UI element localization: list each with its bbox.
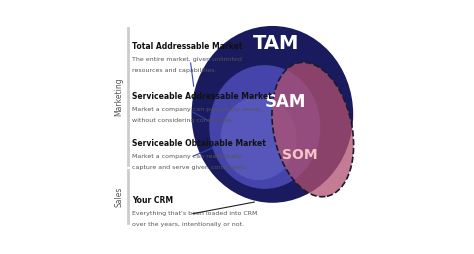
Ellipse shape [191, 26, 353, 203]
Text: Sales: Sales [114, 186, 123, 207]
Text: SOM: SOM [283, 148, 318, 162]
Text: Market a company can realistically: Market a company can realistically [132, 154, 242, 159]
Text: capture and serve given constraints.: capture and serve given constraints. [132, 165, 248, 170]
Text: resources and capabilities.: resources and capabilities. [132, 68, 217, 73]
Text: Serviceable Obtainable Market: Serviceable Obtainable Market [132, 139, 266, 148]
Text: without considering constraints.: without considering constraints. [132, 118, 234, 123]
Text: Market a company can potentially serve,: Market a company can potentially serve, [132, 107, 261, 112]
Text: Total Addressable Market: Total Addressable Market [132, 42, 243, 51]
Text: SAM: SAM [264, 93, 306, 111]
Text: over the years, intentionally or not.: over the years, intentionally or not. [132, 222, 244, 227]
Ellipse shape [209, 65, 320, 189]
Text: Marketing: Marketing [114, 77, 123, 116]
Text: TAM: TAM [253, 34, 300, 53]
Text: Everything that's been loaded into CRM: Everything that's been loaded into CRM [132, 211, 257, 216]
Ellipse shape [272, 62, 354, 197]
Text: Serviceable Addressable Market: Serviceable Addressable Market [132, 92, 272, 101]
Text: Your CRM: Your CRM [132, 196, 173, 205]
Text: The entire market, given unlimited: The entire market, given unlimited [132, 57, 242, 62]
Ellipse shape [220, 97, 296, 180]
